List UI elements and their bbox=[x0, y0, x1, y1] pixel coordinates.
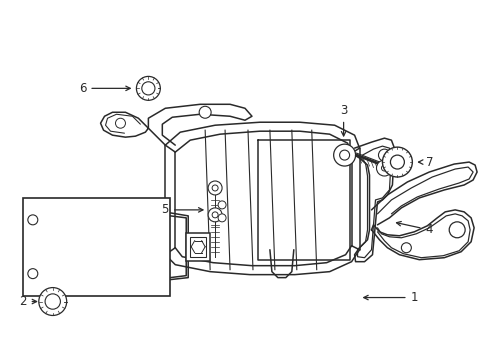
Circle shape bbox=[28, 215, 38, 225]
Text: 2: 2 bbox=[19, 295, 37, 308]
Circle shape bbox=[208, 208, 222, 222]
Bar bbox=[186, 233, 210, 261]
Circle shape bbox=[218, 201, 225, 209]
Circle shape bbox=[208, 181, 222, 195]
Circle shape bbox=[382, 147, 411, 177]
Circle shape bbox=[378, 149, 389, 161]
Circle shape bbox=[212, 185, 218, 191]
Text: 3: 3 bbox=[339, 104, 346, 136]
Text: 6: 6 bbox=[79, 82, 130, 95]
Circle shape bbox=[389, 155, 404, 169]
Circle shape bbox=[401, 243, 410, 253]
Circle shape bbox=[333, 144, 355, 166]
Circle shape bbox=[376, 160, 392, 176]
Text: 1: 1 bbox=[363, 291, 417, 304]
Circle shape bbox=[136, 76, 160, 100]
Circle shape bbox=[218, 214, 225, 222]
Polygon shape bbox=[371, 210, 473, 260]
Circle shape bbox=[448, 222, 464, 238]
Text: 5: 5 bbox=[162, 203, 203, 216]
Bar bbox=[190, 237, 206, 257]
Circle shape bbox=[378, 162, 389, 174]
Circle shape bbox=[381, 165, 386, 171]
Circle shape bbox=[339, 150, 349, 160]
Circle shape bbox=[28, 269, 38, 279]
Circle shape bbox=[199, 106, 211, 118]
Text: 7: 7 bbox=[418, 156, 432, 168]
Text: 4: 4 bbox=[396, 221, 432, 236]
Circle shape bbox=[39, 288, 66, 315]
Circle shape bbox=[115, 118, 125, 128]
Circle shape bbox=[45, 294, 61, 309]
Circle shape bbox=[212, 212, 218, 218]
Bar bbox=[23, 198, 170, 296]
Circle shape bbox=[142, 82, 155, 95]
